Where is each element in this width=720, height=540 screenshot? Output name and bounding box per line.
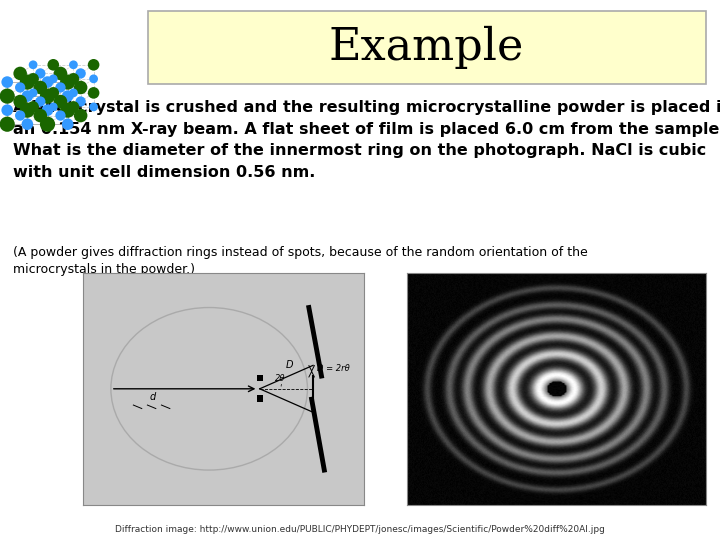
Point: [68, 75, 79, 83]
Point: [35, 69, 46, 78]
Point: [22, 120, 33, 129]
Point: [62, 120, 73, 129]
FancyBboxPatch shape: [148, 11, 706, 84]
Text: D = 2rθ: D = 2rθ: [318, 363, 350, 373]
Point: [42, 92, 53, 100]
Bar: [256, 375, 263, 381]
Point: [27, 60, 39, 69]
Point: [27, 89, 39, 97]
Point: [35, 83, 46, 92]
Point: [88, 89, 99, 97]
Text: D: D: [286, 360, 294, 370]
Text: 2θ: 2θ: [275, 374, 286, 383]
Point: [48, 75, 59, 83]
Text: A NaCl crystal is crushed and the resulting microcrystalline powder is placed in: A NaCl crystal is crushed and the result…: [13, 100, 720, 180]
Text: Diffraction image: http://www.union.edu/PUBLIC/PHYDEPT/jonesc/images/Scientific/: Diffraction image: http://www.union.edu/…: [115, 524, 605, 534]
Point: [68, 89, 79, 97]
Point: [1, 92, 13, 100]
Point: [48, 89, 59, 97]
Point: [42, 106, 53, 114]
Point: [75, 69, 86, 78]
Point: [62, 106, 73, 114]
Point: [27, 75, 39, 83]
Point: [22, 106, 33, 114]
Point: [88, 75, 99, 83]
Point: [48, 60, 59, 69]
Point: [14, 69, 26, 78]
Point: [55, 111, 66, 120]
Point: [1, 78, 13, 86]
Text: d: d: [150, 393, 156, 402]
Point: [22, 92, 33, 100]
Point: [14, 97, 26, 106]
Point: [62, 78, 73, 86]
Point: [42, 78, 53, 86]
Point: [42, 120, 53, 129]
Point: [75, 83, 86, 92]
Point: [14, 83, 26, 92]
Point: [68, 60, 79, 69]
Point: [14, 111, 26, 120]
Point: [55, 69, 66, 78]
Point: [1, 106, 13, 114]
Point: [62, 92, 73, 100]
Point: [55, 97, 66, 106]
Point: [75, 111, 86, 120]
Point: [22, 78, 33, 86]
Point: [68, 103, 79, 111]
Point: [35, 97, 46, 106]
Point: [27, 103, 39, 111]
Point: [75, 97, 86, 106]
Text: Example: Example: [329, 26, 524, 69]
Point: [35, 111, 46, 120]
Point: [1, 120, 13, 129]
Point: [88, 60, 99, 69]
Bar: [256, 395, 263, 402]
Point: [48, 103, 59, 111]
Text: (A powder gives diffraction rings instead of spots, because of the random orient: (A powder gives diffraction rings instea…: [13, 246, 588, 276]
Point: [88, 103, 99, 111]
Point: [55, 83, 66, 92]
